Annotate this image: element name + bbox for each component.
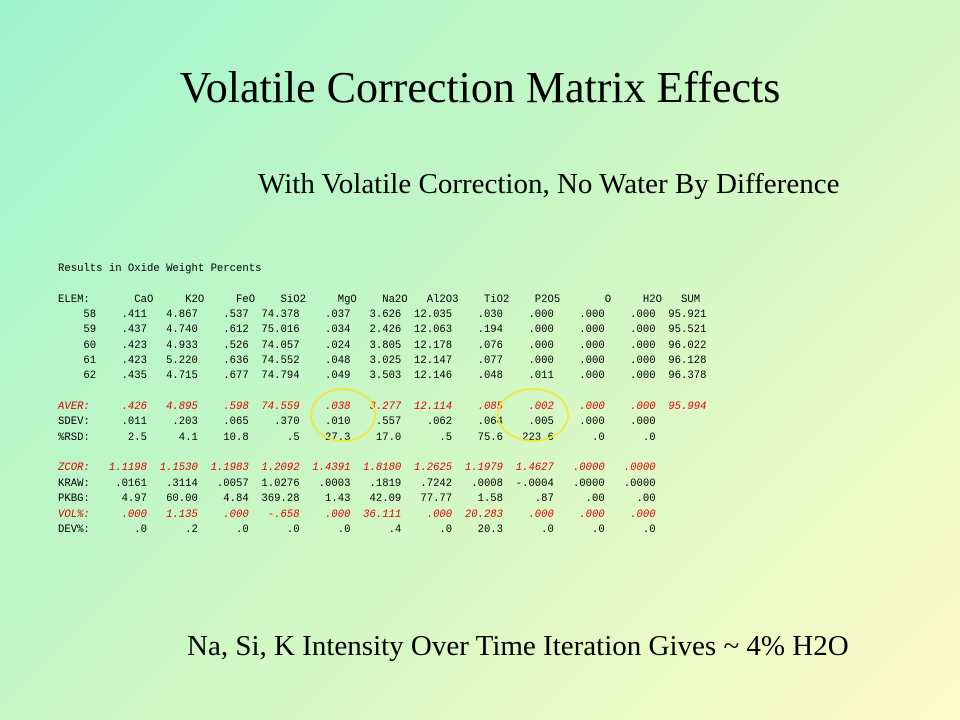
- sio2-average-highlight-circle: [310, 388, 376, 442]
- results-table: Results in Oxide Weight Percents ELEM: Ca…: [58, 262, 706, 538]
- table-row: DEV%: .0 .2 .0 .0 .0 .4 .0 20.3 .0 .0 .0: [58, 523, 656, 536]
- table-row: AVER: .426 4.895 .598 74.559 .038 3.277 …: [58, 401, 707, 414]
- table-row: 61 .423 5.220 .636 74.552 .048 3.025 12.…: [58, 355, 707, 368]
- table-row: ELEM: CaO K2O FeO SiO2 MgO Na2O Al2O3 Ti…: [58, 293, 701, 306]
- table-row: VOL%: .000 1.135 .000 -.658 .000 36.111 …: [58, 508, 656, 521]
- table-row: Results in Oxide Weight Percents: [58, 263, 262, 275]
- slide-footer: Na, Si, K Intensity Over Time Iteration …: [187, 630, 849, 662]
- table-row: 59 .437 4.740 .612 75.016 .034 2.426 12.…: [58, 324, 707, 337]
- al2o3-average-highlight-circle: [497, 388, 569, 442]
- table-row: KRAW: .0161 .3114 .0057 1.0276 .0003 .18…: [58, 477, 656, 490]
- table-row: [58, 446, 706, 461]
- table-row: 60 .423 4.933 .526 74.057 .024 3.805 12.…: [58, 339, 707, 352]
- slide-title: Volatile Correction Matrix Effects: [179, 63, 781, 112]
- table-row: SDEV: .011 .203 .065 .370 .010 .557 .062…: [58, 416, 656, 429]
- table-row: 62 .435 4.715 .677 74.794 .049 3.503 12.…: [58, 370, 707, 383]
- slide-subtitle: With Volatile Correction, No Water By Di…: [258, 168, 840, 200]
- table-row: [58, 385, 706, 400]
- table-row: 58 .411 4.867 .537 74.378 .037 3.626 12.…: [58, 309, 707, 322]
- table-row: [58, 277, 706, 292]
- table-row: ZCOR: 1.1198 1.1530 1.1983 1.2092 1.4391…: [58, 462, 656, 475]
- table-row: PKBG: 4.97 60.00 4.84 369.28 1.43 42.09 …: [58, 493, 656, 506]
- table-row: %RSD: 2.5 4.1 10.8 .5 27.3 17.0 .5 75.6 …: [58, 431, 656, 444]
